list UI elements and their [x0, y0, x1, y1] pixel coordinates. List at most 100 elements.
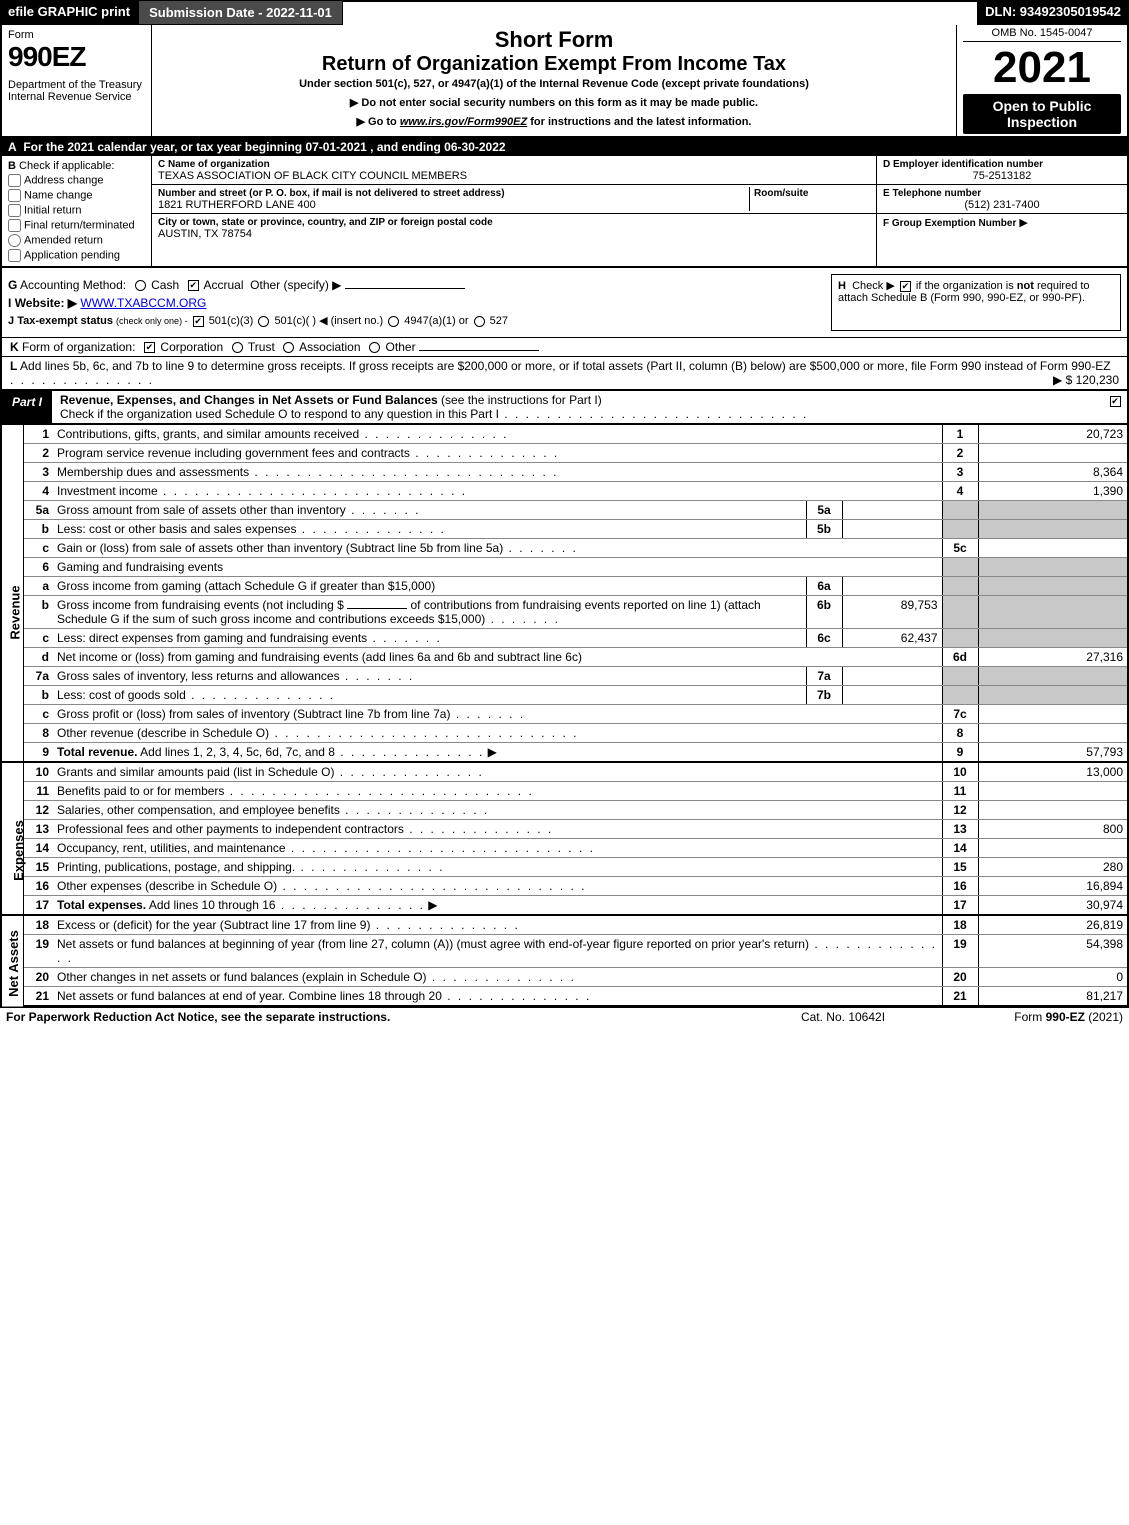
vlabel-expenses: Expenses — [1, 762, 23, 915]
l9-val: 57,793 — [978, 743, 1128, 763]
chk-final-return[interactable]: Final return/terminated — [8, 219, 145, 232]
line-2: 2 Program service revenue including gove… — [1, 444, 1128, 463]
line-16: 16 Other expenses (describe in Schedule … — [1, 877, 1128, 896]
chk-amended-return-box[interactable] — [8, 234, 21, 247]
b-head: B Check if applicable: — [8, 160, 145, 172]
k-corp-check[interactable] — [144, 342, 155, 353]
l19-desc: Net assets or fund balances at beginning… — [57, 937, 809, 951]
l5a-desc: Gross amount from sale of assets other t… — [57, 503, 346, 517]
k-assoc-radio[interactable] — [283, 342, 294, 353]
chk-address-change[interactable]: Address change — [8, 174, 145, 187]
k-trust-radio[interactable] — [232, 342, 243, 353]
b-head-text: Check if applicable: — [19, 160, 114, 172]
irs-link[interactable]: www.irs.gov/Form990EZ — [400, 116, 527, 128]
line-6a: a Gross income from gaming (attach Sched… — [1, 577, 1128, 596]
l14-desc: Occupancy, rent, utilities, and maintena… — [57, 841, 286, 855]
part1-table: Revenue 1 Contributions, gifts, grants, … — [0, 425, 1129, 1007]
chk-name-change-box[interactable] — [8, 189, 21, 202]
l3-desc: Membership dues and assessments — [57, 465, 249, 479]
col-c: C Name of organization TEXAS ASSOCIATION… — [152, 156, 877, 266]
subtitle: Under section 501(c), 527, or 4947(a)(1)… — [158, 78, 950, 90]
j-4947-radio[interactable] — [388, 316, 399, 327]
l6-desc: Gaming and fundraising events — [53, 558, 942, 577]
l3-val: 8,364 — [978, 463, 1128, 482]
line-6: 6 Gaming and fundraising events — [1, 558, 1128, 577]
j-note: (check only one) - — [116, 316, 188, 326]
instr-ssn: ▶ Do not enter social security numbers o… — [158, 96, 950, 109]
c-street-label: Number and street (or P. O. box, if mail… — [158, 188, 505, 199]
line-5b: b Less: cost or other basis and sales ex… — [1, 520, 1128, 539]
line-7a: 7a Gross sales of inventory, less return… — [1, 667, 1128, 686]
l21-desc: Net assets or fund balances at end of ye… — [57, 989, 442, 1003]
l10-val: 13,000 — [978, 762, 1128, 782]
h-text2: if the organization is — [916, 280, 1017, 292]
i-line: I Website: ▶ WWW.TXABCCM.ORG — [8, 296, 825, 310]
k-other-radio[interactable] — [369, 342, 380, 353]
l-val: 120,230 — [1076, 373, 1119, 387]
c-city-row: City or town, state or province, country… — [152, 214, 876, 242]
l6d-desc: Net income or (loss) from gaming and fun… — [57, 650, 582, 664]
l14-val — [978, 839, 1128, 858]
part1-tab: Part I — [2, 391, 52, 423]
f-group-row: F Group Exemption Number ▶ — [877, 214, 1127, 231]
chk-amended-return[interactable]: Amended return — [8, 234, 145, 247]
j-527-radio[interactable] — [474, 316, 485, 327]
chk-application-pending[interactable]: Application pending — [8, 249, 145, 262]
form-number: 990EZ — [8, 41, 145, 73]
part1-dots — [499, 407, 808, 421]
l12-val — [978, 801, 1128, 820]
website-link[interactable]: WWW.TXABCCM.ORG — [80, 296, 206, 310]
tax-year: 2021 — [963, 46, 1121, 90]
col-gij: G Accounting Method: Cash Accrual Other … — [2, 268, 831, 337]
l6a-val — [842, 577, 942, 596]
l4-desc: Investment income — [57, 484, 158, 498]
c-lead: C — [158, 159, 165, 170]
l17-val: 30,974 — [978, 896, 1128, 916]
k-other: Other — [386, 340, 416, 354]
d-label: Employer identification number — [893, 159, 1043, 170]
k-other-line[interactable] — [419, 350, 539, 351]
chk-initial-return-box[interactable] — [8, 204, 21, 217]
instr-pre: ▶ Go to — [357, 116, 400, 128]
chk-application-pending-box[interactable] — [8, 249, 21, 262]
l7b-desc: Less: cost of goods sold — [57, 688, 186, 702]
vlabel-netassets: Net Assets — [1, 915, 23, 1006]
l5b-val — [842, 520, 942, 539]
g-accrual-check[interactable] — [188, 280, 199, 291]
g-cash-radio[interactable] — [135, 280, 146, 291]
l15-desc: Printing, publications, postage, and shi… — [57, 860, 295, 874]
dept-label: Department of the Treasury Internal Reve… — [8, 79, 145, 103]
g-accrual: Accrual — [203, 278, 243, 292]
j-501c3-check[interactable] — [193, 316, 204, 327]
efile-print-label[interactable]: efile GRAPHIC print — [0, 0, 138, 25]
chk-initial-return[interactable]: Initial return — [8, 204, 145, 217]
g-line: G Accounting Method: Cash Accrual Other … — [8, 278, 825, 292]
l11-desc: Benefits paid to or for members — [57, 784, 224, 798]
vlabel-revenue: Revenue — [1, 425, 23, 762]
g-other-line[interactable] — [345, 288, 465, 289]
row-a-lead: A — [8, 140, 20, 154]
d-ein-row: D Employer identification number 75-2513… — [877, 156, 1127, 185]
col-def: D Employer identification number 75-2513… — [877, 156, 1127, 266]
l9-desc-b: Total revenue. — [57, 745, 137, 759]
chk-final-return-box[interactable] — [8, 219, 21, 232]
l5c-desc: Gain or (loss) from sale of assets other… — [57, 541, 503, 555]
omb-number: OMB No. 1545-0047 — [963, 27, 1121, 42]
chk-address-change-box[interactable] — [8, 174, 21, 187]
line-6d: d Net income or (loss) from gaming and f… — [1, 648, 1128, 667]
l6b-blank[interactable] — [347, 608, 407, 609]
l7a-desc: Gross sales of inventory, less returns a… — [57, 669, 340, 683]
l5a-val — [842, 501, 942, 520]
year-block: OMB No. 1545-0047 2021 Open to Public In… — [957, 25, 1127, 136]
j-501c-radio[interactable] — [258, 316, 269, 327]
footer-catno: Cat. No. 10642I — [743, 1010, 943, 1024]
l8-val — [978, 724, 1128, 743]
j-o2b: ) ◀ (insert no.) — [312, 315, 383, 327]
chk-name-change[interactable]: Name change — [8, 189, 145, 202]
g-lead: G — [8, 278, 17, 292]
part1-title: Revenue, Expenses, and Changes in Net As… — [52, 391, 1103, 423]
h-check[interactable] — [900, 281, 911, 292]
line-14: 14 Occupancy, rent, utilities, and maint… — [1, 839, 1128, 858]
part1-check[interactable] — [1110, 396, 1121, 407]
dln-label: DLN: 93492305019542 — [977, 0, 1129, 25]
